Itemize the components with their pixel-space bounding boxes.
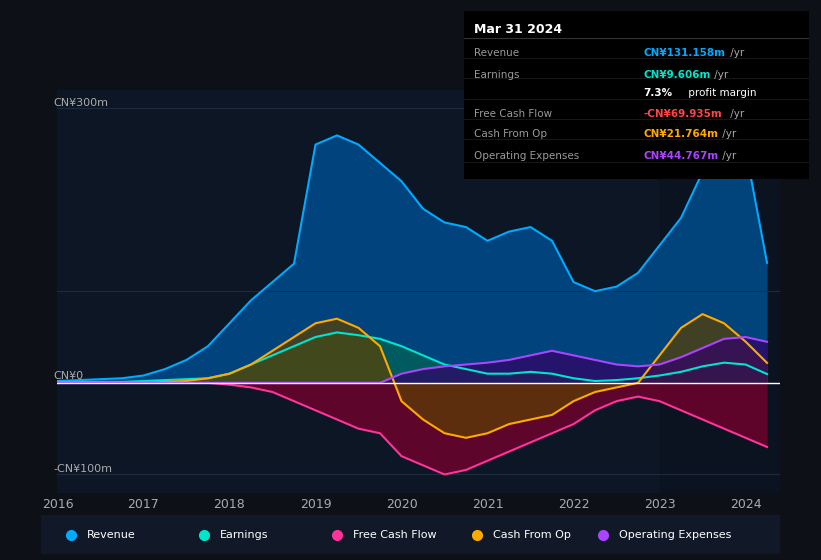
Text: CN¥9.606m: CN¥9.606m: [643, 70, 710, 80]
Text: Free Cash Flow: Free Cash Flow: [475, 109, 553, 119]
Text: Revenue: Revenue: [87, 530, 135, 540]
Text: /yr: /yr: [719, 151, 736, 161]
Text: /yr: /yr: [727, 48, 744, 58]
Text: CN¥44.767m: CN¥44.767m: [643, 151, 718, 161]
Text: -CN¥100m: -CN¥100m: [53, 464, 112, 474]
Text: Operating Expenses: Operating Expenses: [475, 151, 580, 161]
Text: Mar 31 2024: Mar 31 2024: [475, 23, 562, 36]
Text: -CN¥69.935m: -CN¥69.935m: [643, 109, 722, 119]
Text: /yr: /yr: [727, 109, 744, 119]
Text: Cash From Op: Cash From Op: [475, 129, 548, 139]
Text: CN¥21.764m: CN¥21.764m: [643, 129, 718, 139]
Bar: [659, 90, 780, 493]
Text: profit margin: profit margin: [685, 88, 756, 99]
Text: /yr: /yr: [719, 129, 736, 139]
Text: Earnings: Earnings: [220, 530, 268, 540]
Text: Free Cash Flow: Free Cash Flow: [353, 530, 437, 540]
Text: CN¥300m: CN¥300m: [53, 98, 108, 108]
Text: CN¥131.158m: CN¥131.158m: [643, 48, 725, 58]
Text: Operating Expenses: Operating Expenses: [619, 530, 732, 540]
Text: /yr: /yr: [712, 70, 729, 80]
Text: CN¥0: CN¥0: [53, 371, 83, 381]
Text: Earnings: Earnings: [475, 70, 520, 80]
Text: Revenue: Revenue: [475, 48, 520, 58]
Text: Cash From Op: Cash From Op: [493, 530, 571, 540]
Text: 7.3%: 7.3%: [643, 88, 672, 99]
